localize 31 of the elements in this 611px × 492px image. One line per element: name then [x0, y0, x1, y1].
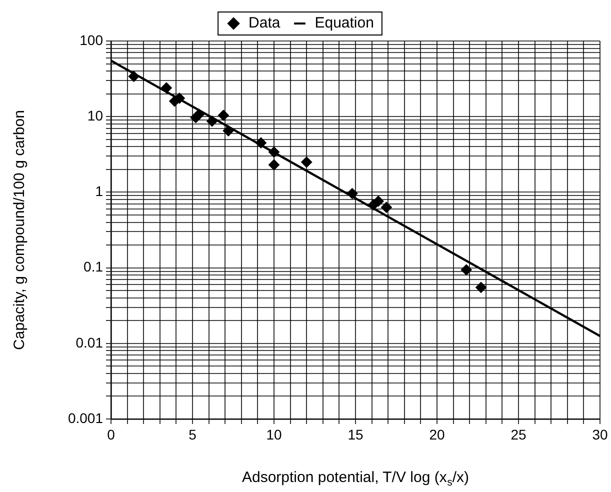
- point: [128, 70, 140, 82]
- point: [301, 156, 312, 168]
- point: [190, 112, 202, 124]
- legend-label: Data: [248, 14, 281, 32]
- point: [346, 188, 358, 200]
- x-tick-label: 30: [592, 426, 608, 442]
- x-tick-label: 20: [429, 426, 445, 442]
- point: [218, 110, 229, 121]
- x-tick-label: 15: [348, 426, 364, 442]
- point: [380, 202, 392, 213]
- point: [268, 159, 280, 170]
- point: [255, 137, 266, 148]
- x-tick-label: 10: [266, 426, 282, 442]
- y-tick-label: 0.01: [76, 334, 104, 350]
- point: [268, 146, 280, 158]
- y-tick-label: 100: [80, 32, 104, 48]
- y-tick-label: 1: [95, 183, 104, 200]
- point: [222, 125, 234, 136]
- point: [160, 82, 172, 94]
- y-tick-label: 0.001: [68, 410, 104, 426]
- point: [460, 264, 472, 276]
- legend-label: Equation: [314, 14, 374, 32]
- point: [368, 199, 379, 210]
- point: [476, 282, 487, 293]
- y-tick-label: 0.1: [84, 258, 104, 275]
- y-axis-title: Capacity, g compound/100 g carbon: [11, 110, 28, 350]
- point: [206, 116, 218, 127]
- x-tick-label: 5: [188, 426, 197, 442]
- x-tick-label: 25: [510, 426, 526, 442]
- y-tick-label: 10: [87, 107, 104, 124]
- x-tick-label: 0: [107, 426, 116, 442]
